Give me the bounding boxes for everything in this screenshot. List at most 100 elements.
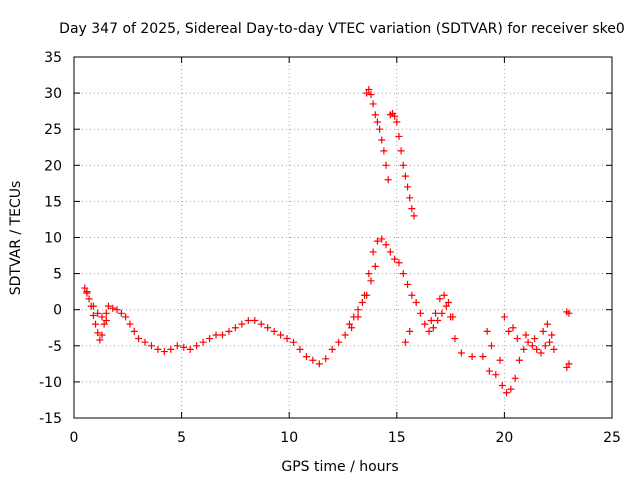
data-point — [451, 335, 459, 343]
data-point — [397, 147, 405, 155]
data-point — [565, 360, 573, 368]
data-point — [186, 345, 194, 353]
data-point — [350, 313, 358, 321]
x-axis-label: GPS time / hours — [281, 459, 398, 475]
data-point — [391, 112, 399, 120]
data-point — [141, 338, 149, 346]
data-point — [322, 355, 330, 363]
data-point — [193, 342, 201, 350]
y-tick-label: 5 — [53, 267, 62, 283]
data-point — [212, 331, 220, 339]
data-point — [404, 280, 412, 288]
data-point — [498, 382, 506, 390]
data-point — [104, 302, 112, 310]
y-tick-label: -10 — [39, 375, 62, 391]
data-point — [199, 338, 207, 346]
data-point — [524, 338, 532, 346]
data-point — [378, 235, 386, 243]
y-tick-label: 35 — [44, 50, 62, 66]
data-point — [257, 320, 265, 328]
data-point — [483, 327, 491, 335]
data-point — [102, 309, 110, 317]
data-point — [154, 345, 162, 353]
data-point — [401, 172, 409, 180]
data-point — [122, 313, 130, 321]
data-point — [363, 89, 371, 97]
data-point — [395, 132, 403, 140]
x-tick-label: 15 — [388, 430, 406, 446]
data-point — [335, 338, 343, 346]
data-point — [345, 320, 353, 328]
data-point — [492, 371, 500, 379]
data-point — [468, 353, 476, 361]
data-point — [442, 302, 450, 310]
data-point — [496, 356, 504, 364]
data-point — [98, 313, 106, 321]
data-point — [376, 125, 384, 133]
data-point — [126, 320, 134, 328]
data-point — [513, 335, 521, 343]
y-tick-label: 30 — [44, 86, 62, 102]
data-point — [539, 327, 547, 335]
data-point — [563, 363, 571, 371]
data-point — [401, 338, 409, 346]
data-point — [378, 136, 386, 144]
data-point — [180, 343, 188, 351]
data-point — [341, 331, 349, 339]
x-tick-label: 10 — [280, 430, 298, 446]
data-point — [328, 345, 336, 353]
y-tick-label: 25 — [44, 122, 62, 138]
data-point — [427, 317, 435, 325]
data-point — [395, 259, 403, 267]
data-point — [541, 342, 549, 350]
data-point — [406, 194, 414, 202]
data-point — [548, 331, 556, 339]
data-point — [421, 320, 429, 328]
data-point — [546, 338, 554, 346]
data-point — [425, 327, 433, 335]
data-point — [479, 353, 487, 361]
data-point — [533, 345, 541, 353]
data-point — [113, 306, 121, 314]
data-point — [444, 298, 452, 306]
data-point — [309, 356, 317, 364]
data-point — [515, 356, 523, 364]
data-point — [231, 324, 239, 332]
data-point — [436, 295, 444, 303]
data-point — [410, 212, 418, 220]
x-tick-label: 0 — [70, 430, 79, 446]
data-point — [244, 317, 252, 325]
data-point — [264, 324, 272, 332]
data-point — [358, 298, 366, 306]
data-point — [94, 309, 102, 317]
data-point — [225, 327, 233, 335]
data-point — [457, 349, 465, 357]
data-series — [81, 85, 573, 397]
data-point — [367, 91, 375, 99]
data-point — [117, 309, 125, 317]
data-point — [406, 327, 414, 335]
data-point — [98, 331, 106, 339]
chart-title: Day 347 of 2025, Sidereal Day-to-day VTE… — [59, 21, 625, 37]
data-point — [391, 255, 399, 263]
data-point — [429, 324, 437, 332]
data-point — [348, 324, 356, 332]
data-point — [408, 205, 416, 213]
data-point — [251, 317, 259, 325]
data-point — [89, 311, 97, 319]
data-point — [270, 327, 278, 335]
grid — [74, 57, 612, 418]
data-point — [509, 324, 517, 332]
y-tick-label: -5 — [48, 339, 62, 355]
y-tick-label: 15 — [44, 194, 62, 210]
data-point — [363, 291, 371, 299]
data-point — [283, 335, 291, 343]
data-point — [302, 353, 310, 361]
data-point — [92, 320, 100, 328]
data-point — [404, 183, 412, 191]
data-point — [81, 284, 89, 292]
data-point — [109, 304, 117, 312]
data-point — [522, 331, 530, 339]
data-point — [167, 345, 175, 353]
